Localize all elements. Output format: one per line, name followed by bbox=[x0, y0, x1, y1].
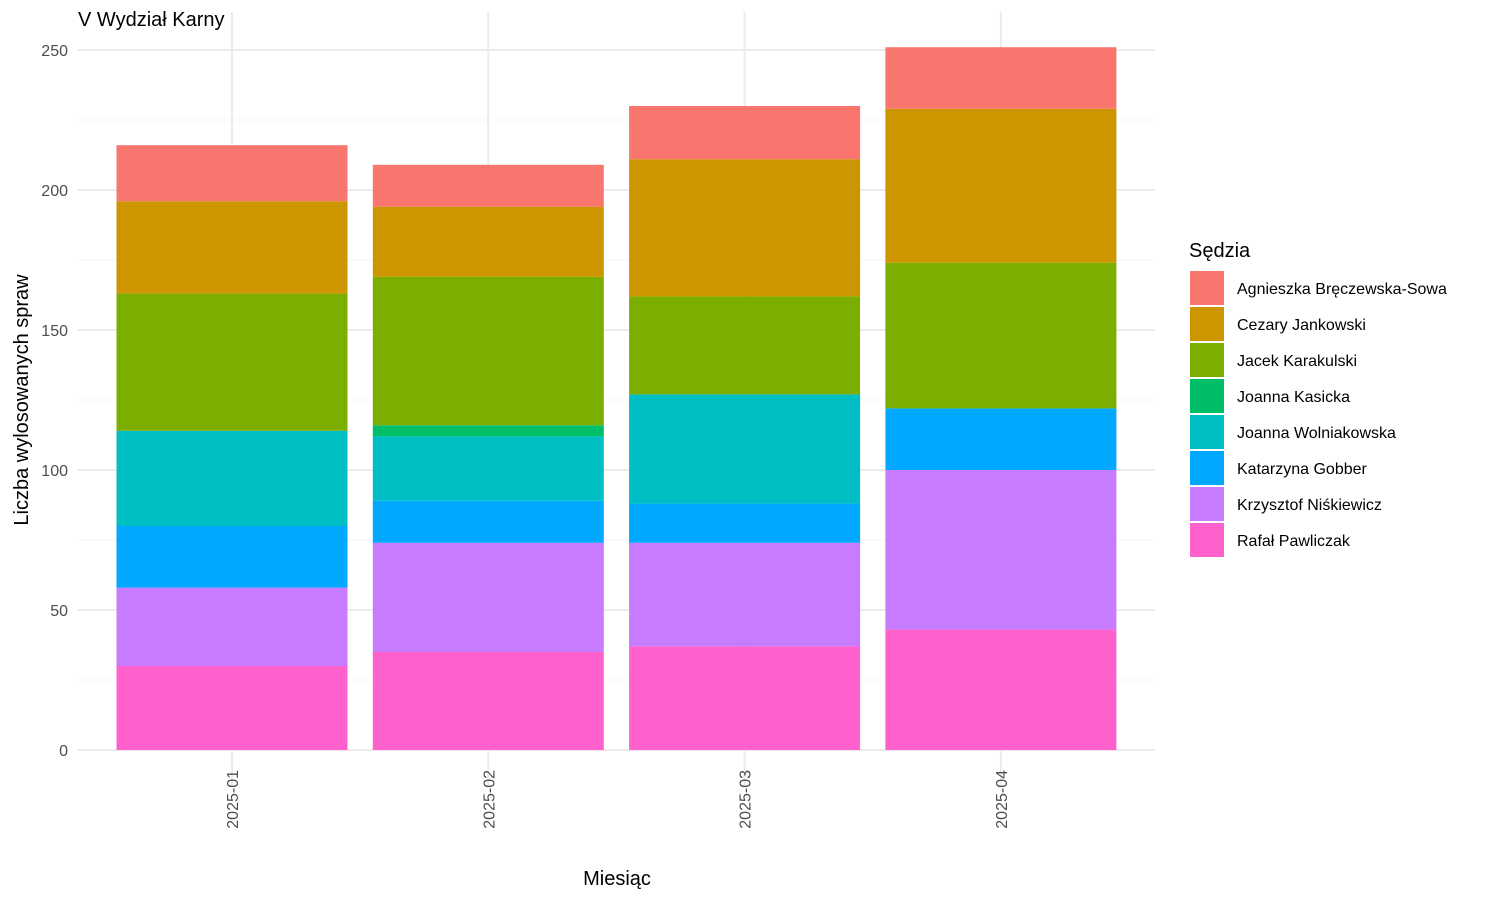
bar-segment bbox=[372, 206, 604, 277]
bar-segment bbox=[372, 652, 604, 750]
bar-segment bbox=[885, 408, 1117, 470]
bar-segment bbox=[372, 436, 604, 501]
bar-segment bbox=[372, 425, 604, 437]
legend-swatch bbox=[1190, 271, 1224, 305]
legend-label: Jacek Karakulski bbox=[1237, 353, 1357, 370]
bar-segment bbox=[372, 164, 604, 207]
legend-swatch bbox=[1190, 523, 1224, 557]
bar-segment bbox=[116, 587, 348, 666]
legend-label: Joanna Wolniakowska bbox=[1237, 425, 1396, 442]
bar-segment bbox=[116, 145, 348, 202]
legend-label: Cezary Jankowski bbox=[1237, 317, 1366, 334]
bar-segment bbox=[629, 503, 861, 543]
bars bbox=[116, 47, 1117, 750]
bar-segment bbox=[372, 500, 604, 543]
x-tick-label: 2025-04 bbox=[994, 770, 1011, 829]
x-tick-label: 2025-03 bbox=[738, 770, 755, 829]
bar-segment bbox=[372, 542, 604, 652]
bar-segment bbox=[116, 430, 348, 526]
y-tick-label: 50 bbox=[50, 603, 68, 620]
x-tick-label: 2025-02 bbox=[481, 770, 498, 829]
bar-segment bbox=[629, 159, 861, 297]
legend-label: Katarzyna Gobber bbox=[1237, 461, 1368, 478]
y-tick-label: 200 bbox=[41, 183, 68, 200]
y-axis-ticks: 0 50 100 150 200 250 bbox=[41, 43, 68, 760]
bar-segment bbox=[885, 262, 1117, 409]
chart-title: V Wydział Karny bbox=[78, 9, 225, 31]
bar-segment bbox=[885, 108, 1117, 263]
bar-segment bbox=[629, 646, 861, 750]
bar-segment bbox=[116, 526, 348, 588]
y-tick-label: 0 bbox=[59, 743, 68, 760]
legend-label: Joanna Kasicka bbox=[1237, 389, 1350, 406]
bar-segment bbox=[116, 666, 348, 750]
legend: Sędzia Agnieszka Bręczewska-Sowa Cezary J… bbox=[1189, 240, 1447, 557]
legend-swatch bbox=[1190, 343, 1224, 377]
bar-segment bbox=[116, 201, 348, 294]
legend-label: Rafał Pawliczak bbox=[1237, 533, 1351, 550]
legend-label: Agnieszka Bręczewska-Sowa bbox=[1237, 281, 1447, 298]
legend-swatch bbox=[1190, 379, 1224, 413]
bar-segment bbox=[885, 629, 1117, 750]
x-axis-title: Miesiąc bbox=[583, 868, 651, 890]
bar-segment bbox=[116, 293, 348, 431]
legend-swatch bbox=[1190, 487, 1224, 521]
x-axis-ticks: 2025-01 2025-02 2025-03 2025-04 bbox=[225, 770, 1011, 829]
bar-segment bbox=[629, 296, 861, 395]
bar-segment bbox=[629, 394, 861, 504]
bar-segment bbox=[372, 276, 604, 426]
legend-swatch bbox=[1190, 415, 1224, 449]
y-axis-title: Liczba wylosowanych spraw bbox=[11, 274, 33, 526]
legend-swatch bbox=[1190, 307, 1224, 341]
legend-label: Krzysztof Niśkiewicz bbox=[1237, 497, 1382, 514]
bar-segment bbox=[885, 47, 1117, 109]
bar-segment bbox=[629, 542, 861, 647]
bar-segment bbox=[629, 106, 861, 160]
y-tick-label: 100 bbox=[41, 463, 68, 480]
y-tick-label: 250 bbox=[41, 43, 68, 60]
y-tick-label: 150 bbox=[41, 323, 68, 340]
bar-segment bbox=[885, 470, 1117, 630]
x-tick-label: 2025-01 bbox=[225, 770, 242, 829]
legend-title: Sędzia bbox=[1189, 240, 1251, 262]
legend-swatch bbox=[1190, 451, 1224, 485]
